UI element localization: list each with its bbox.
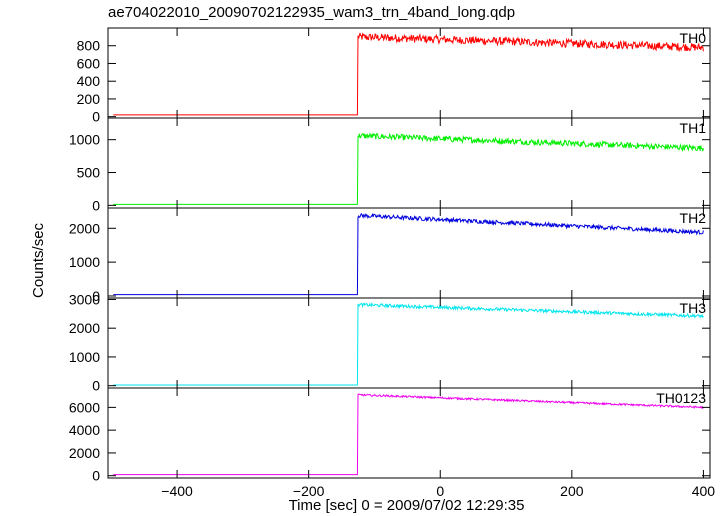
y-tick-label: 400	[77, 73, 101, 89]
y-tick-label: 0	[92, 288, 100, 304]
series-label-th3: TH3	[680, 300, 707, 316]
panel-frame-th1	[107, 117, 711, 209]
series-line-th0	[113, 32, 704, 116]
y-tick-label: 4000	[69, 422, 100, 438]
y-tick-label: 200	[77, 91, 101, 107]
series-line-th1	[113, 132, 704, 205]
series-label-th0123: TH0123	[656, 390, 706, 406]
y-tick-label: 3000	[69, 291, 100, 307]
x-tick-label: −200	[293, 483, 325, 499]
chart-title: ae704022010_20090702122935_wam3_trn_4ban…	[108, 4, 516, 21]
series-label-th2: TH2	[680, 210, 707, 226]
x-tick-label: 400	[692, 483, 716, 499]
series-label-th1: TH1	[680, 120, 707, 136]
y-tick-label: 2000	[69, 220, 100, 236]
panel-frame-th2	[107, 207, 711, 299]
y-tick-label: 2000	[69, 445, 100, 461]
y-tick-label: 0	[92, 109, 100, 125]
series-line-th2	[113, 212, 704, 296]
panel-frame-th3	[107, 297, 711, 389]
panel-frame-th0123	[107, 387, 711, 479]
x-tick-label: 0	[436, 483, 444, 499]
y-tick-label: 1000	[69, 254, 100, 270]
x-tick-label: −400	[161, 483, 193, 499]
panel-frame-th0	[107, 27, 711, 119]
y-tick-label: 0	[92, 197, 100, 213]
y-tick-label: 1000	[69, 349, 100, 365]
series-line-th0123	[113, 393, 704, 476]
series-label-th0: TH0	[680, 30, 707, 46]
x-axis-label: Time [sec] 0 = 2009/07/02 12:29:35	[288, 497, 525, 514]
series-line-th3	[113, 302, 704, 386]
y-tick-label: 600	[77, 55, 101, 71]
y-tick-label: 500	[77, 165, 101, 181]
y-tick-label: 800	[77, 38, 101, 54]
y-tick-label: 0	[92, 378, 100, 394]
y-tick-label: 1000	[69, 132, 100, 148]
y-tick-label: 0	[92, 468, 100, 484]
y-tick-label: 6000	[69, 399, 100, 415]
y-tick-label: 2000	[69, 320, 100, 336]
x-tick-label: 200	[560, 483, 584, 499]
